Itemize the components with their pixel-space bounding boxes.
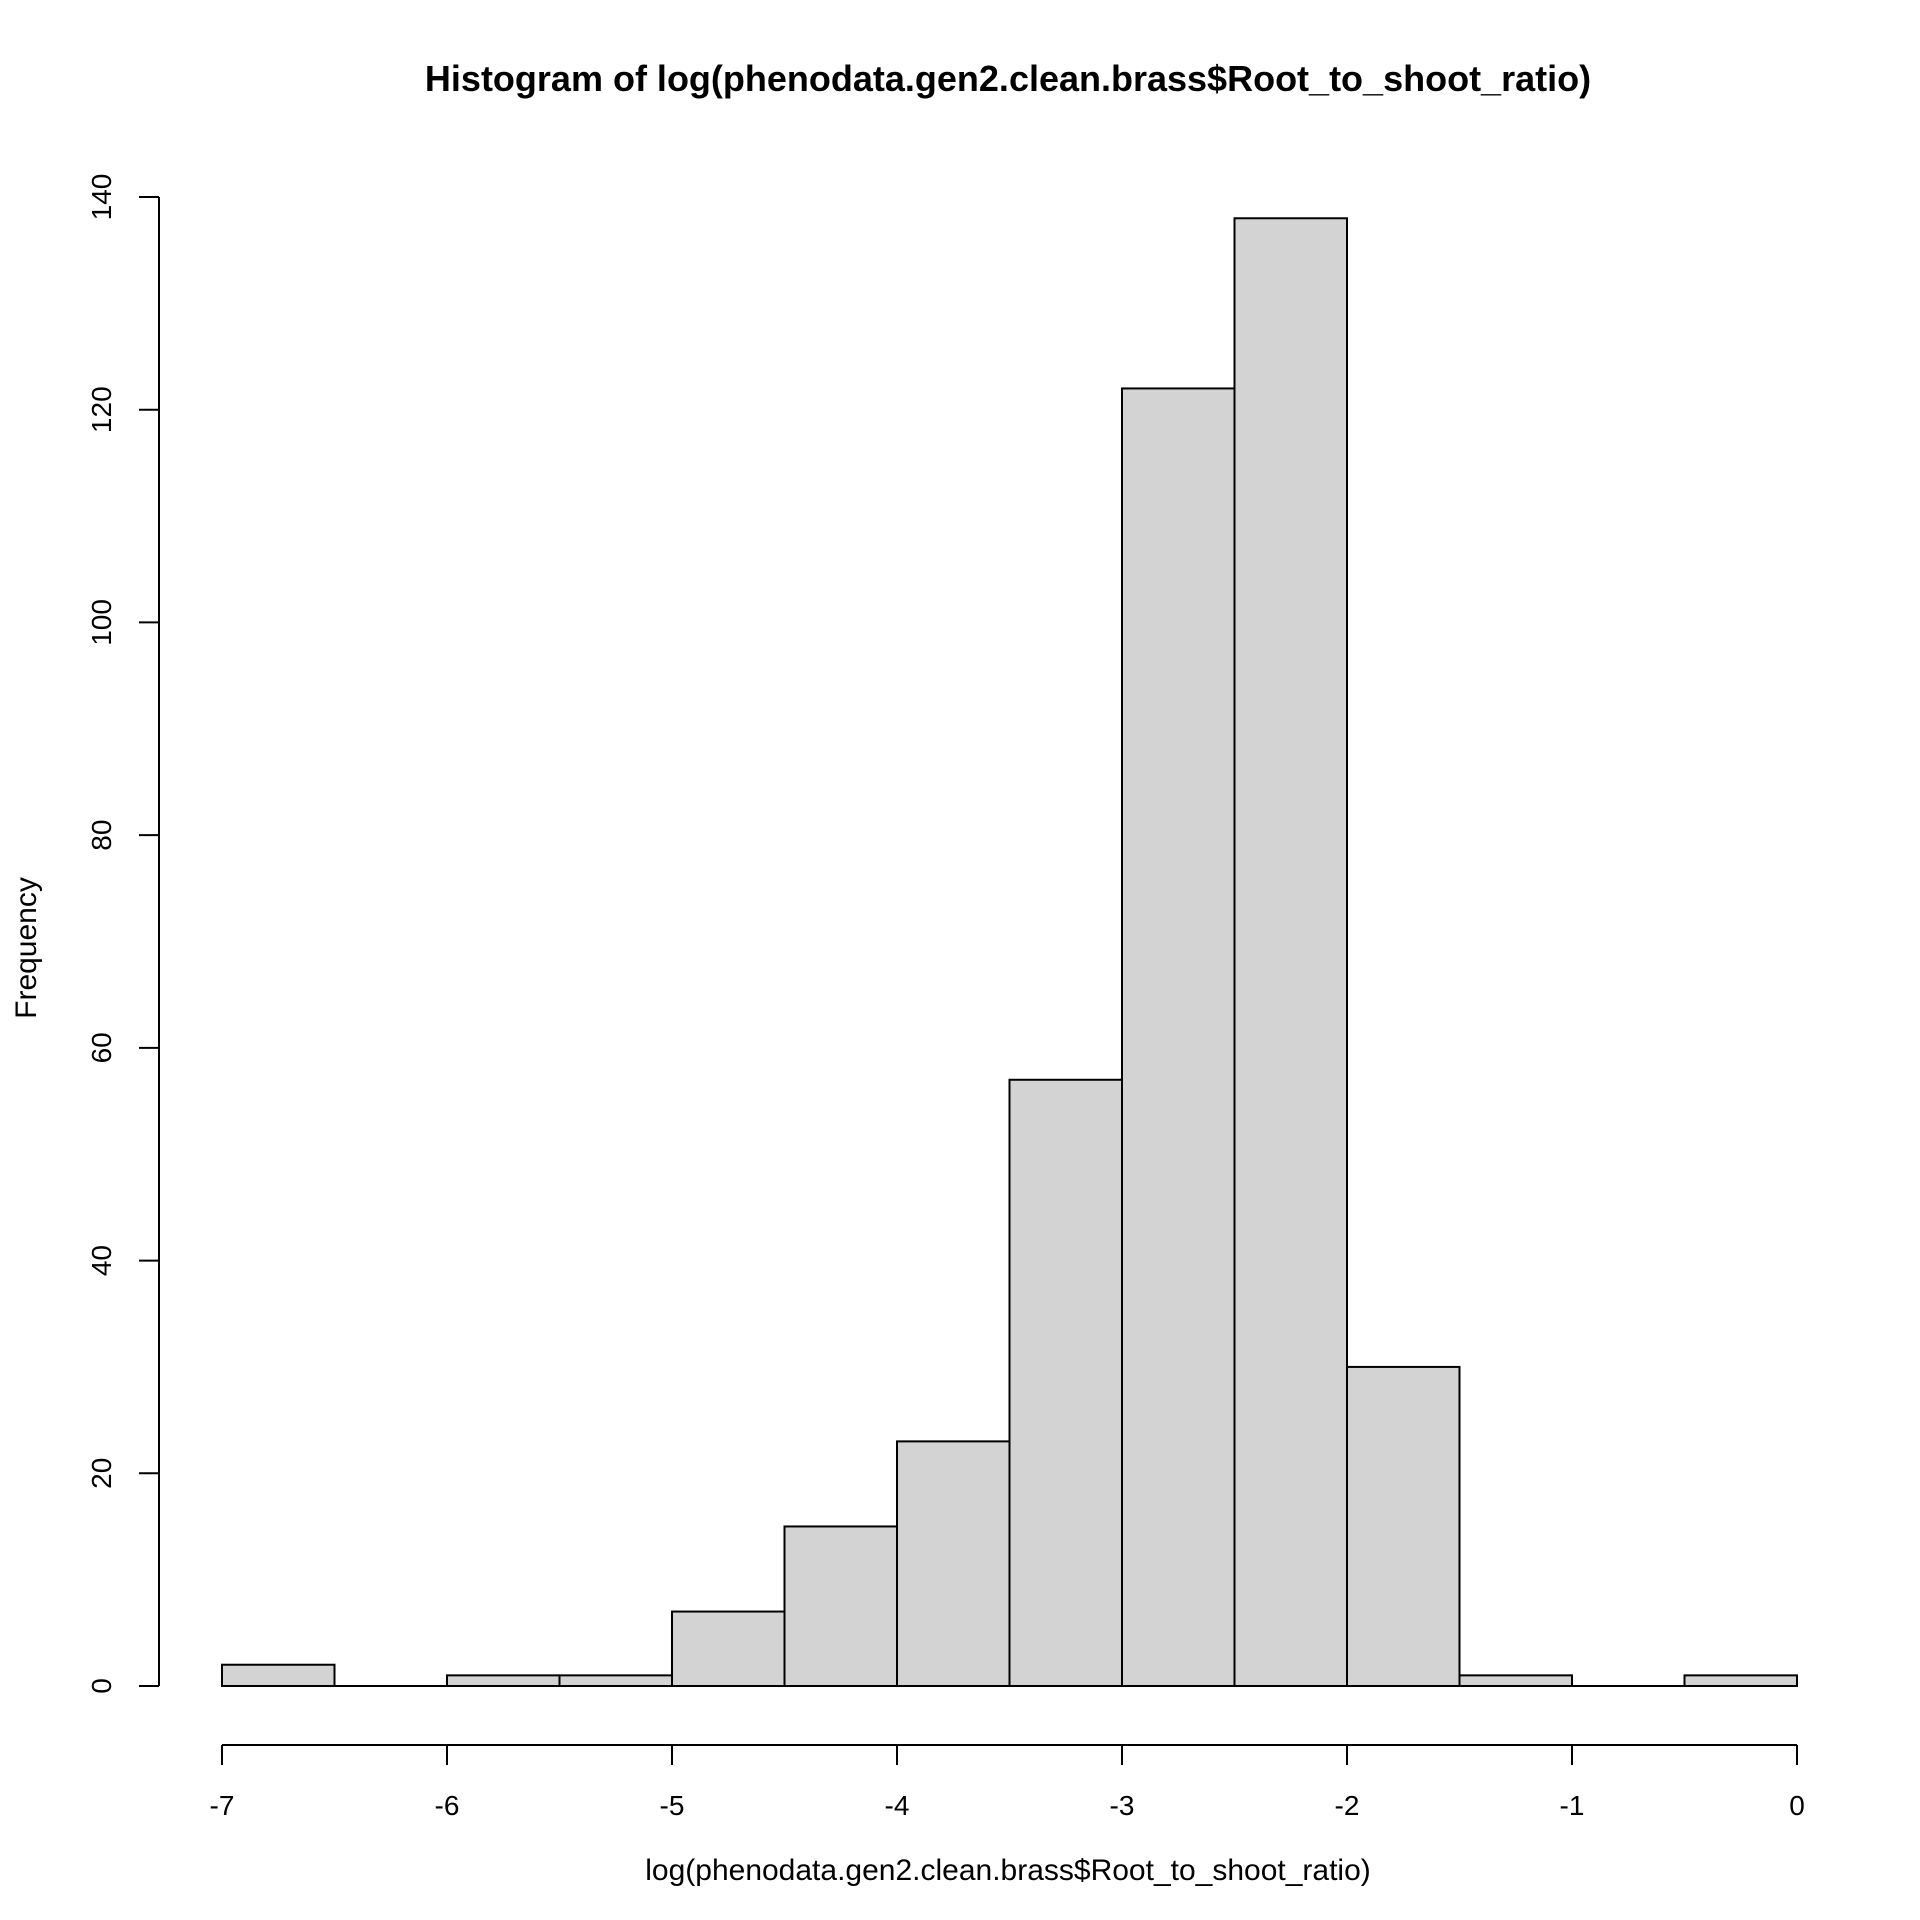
y-axis-title: Frequency [10,877,43,1019]
x-tick-label: 0 [1789,1790,1805,1821]
x-axis-title: log(phenodata.gen2.clean.brass$Root_to_s… [645,1854,1371,1887]
x-tick-label: -6 [435,1790,460,1821]
y-tick-label: 40 [86,1245,117,1276]
histogram-bar [558,1674,673,1687]
histogram-bar [221,1663,336,1687]
histogram-bar [783,1525,898,1687]
x-axis: -7 -6 -5 -4 -3 -2 -1 0 [210,1744,1805,1821]
chart-title: Histogram of log(phenodata.gen2.clean.br… [425,58,1591,99]
histogram-bar [1008,1078,1123,1687]
histogram-bar [1121,387,1236,1687]
histogram-bar [896,1440,1011,1687]
histogram-bar [446,1674,561,1687]
y-axis: 0 20 40 60 80 100 120 140 [86,174,160,1694]
histogram-bar [1683,1674,1798,1687]
histogram-bar [1346,1365,1461,1688]
y-tick-label: 100 [86,599,117,646]
y-tick-label: 20 [86,1458,117,1489]
bars-group [221,217,1798,1688]
x-tick-label: -2 [1335,1790,1360,1821]
x-tick-label: -3 [1110,1790,1135,1821]
x-tick-label: -5 [660,1790,685,1821]
y-tick-label: 0 [86,1678,117,1694]
histogram-bar [1458,1674,1573,1687]
histogram-bar [1233,217,1348,1687]
x-tick-label: -4 [885,1790,910,1821]
y-tick-label: 80 [86,820,117,851]
y-tick-label: 120 [86,386,117,433]
histogram-bar [671,1610,786,1688]
y-tick-label: 60 [86,1032,117,1063]
x-tick-label: -1 [1560,1790,1585,1821]
x-tick-label: -7 [210,1790,235,1821]
y-tick-label: 140 [86,174,117,221]
